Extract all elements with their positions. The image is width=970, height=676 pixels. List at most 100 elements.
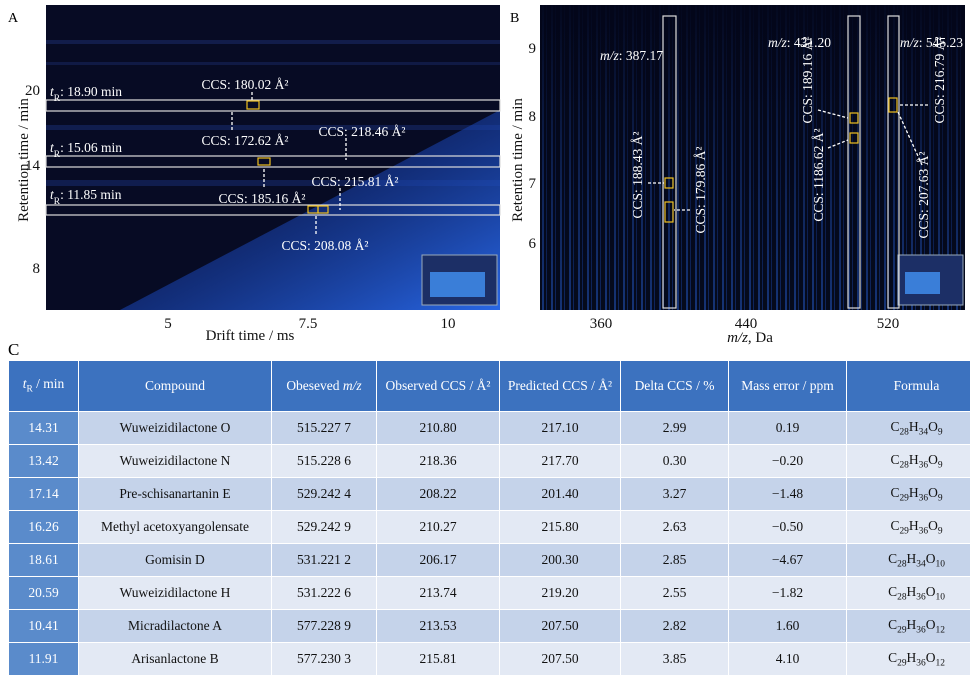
table-cell: 529.242 4 [272, 478, 377, 511]
y-tick-label: 20 [25, 83, 40, 99]
ccs-label: CCS: 1186.62 Å² [811, 128, 826, 221]
header-cell: Observed CCS / Å² [377, 361, 500, 412]
table-cell: 207.50 [500, 610, 621, 643]
text-segment: C [888, 584, 897, 599]
panel-label: C [8, 340, 19, 360]
table-cell: 2.82 [621, 610, 729, 643]
table-cell: 577.228 9 [272, 610, 377, 643]
table-cell: Arisanlactone B [79, 643, 272, 676]
x-tick-label: 5 [164, 316, 172, 332]
table-cell: 206.17 [377, 544, 500, 577]
table-cell: 210.80 [377, 412, 500, 445]
ccs-label: CCS: 188.43 Å² [630, 132, 645, 219]
ccs-label: CCS: 185.16 Å² [219, 191, 306, 206]
text-segment: m/z [727, 330, 748, 345]
table-cell: 529.242 9 [272, 511, 377, 544]
text-segment: O [926, 650, 936, 665]
y-tick-label: 8 [33, 261, 41, 277]
header-cell: tR / min [9, 361, 79, 412]
table-cell: 4.10 [729, 643, 847, 676]
text-segment: H [907, 584, 917, 599]
table-cell: 219.20 [500, 577, 621, 610]
text-segment: m/z [600, 48, 620, 63]
table-cell: Pre-schisanartanin E [79, 478, 272, 511]
header-cell: Predicted CCS / Å² [500, 361, 621, 412]
text-segment: C [888, 650, 897, 665]
text-segment: O [928, 485, 938, 500]
table-cell: 201.40 [500, 478, 621, 511]
text-segment: 28 [897, 559, 906, 569]
header-cell: Formula [847, 361, 970, 412]
ccs-label: CCS: 189.16 Å² [800, 37, 815, 124]
x-tick-label: 520 [877, 316, 900, 332]
table-cell: 2.85 [621, 544, 729, 577]
table-cell: 2.63 [621, 511, 729, 544]
table-cell: 217.10 [500, 412, 621, 445]
table-cell: 16.26 [9, 511, 79, 544]
text-segment: H [909, 518, 919, 533]
text-segment: H [909, 452, 919, 467]
text-segment: 10 [935, 559, 944, 569]
x-axis-label: Drift time / ms [206, 328, 295, 344]
ccs-label: CCS: 180.02 Å² [202, 77, 289, 92]
table-cell: 3.27 [621, 478, 729, 511]
text-segment: H [907, 650, 917, 665]
table-cell: C28H34O10 [847, 544, 970, 577]
table-cell: 210.27 [377, 511, 500, 544]
table-cell: Methyl acetoxyangolensate [79, 511, 272, 544]
text-segment: m/z [343, 378, 362, 393]
ccs-label: CCS: 208.08 Å² [282, 238, 369, 253]
mz-label: m/z: 387.17 [600, 48, 663, 63]
ccs-label: CCS: 218.46 Å² [319, 124, 406, 139]
header-cell: Obeseved m/z [272, 361, 377, 412]
table-cell: Gomisin D [79, 544, 272, 577]
table-cell: C29H36O9 [847, 478, 970, 511]
text-segment: 28 [897, 592, 906, 602]
text-segment: 28 [899, 460, 908, 470]
text-segment: 36 [916, 625, 925, 635]
table-cell: 11.91 [9, 643, 79, 676]
text-segment: 9 [938, 460, 943, 470]
text-segment: 29 [897, 625, 906, 635]
text-segment: Obeseved [286, 378, 343, 393]
text-segment: O [926, 584, 936, 599]
y-tick-label: 8 [529, 109, 537, 125]
x-tick-label: 7.5 [299, 316, 318, 332]
header-cell: Delta CCS / % [621, 361, 729, 412]
y-tick-label: 9 [529, 41, 537, 57]
table-cell: 18.61 [9, 544, 79, 577]
text-segment: H [907, 551, 917, 566]
text-segment: C [888, 551, 897, 566]
table-cell: 2.55 [621, 577, 729, 610]
y-tick-label: 7 [529, 176, 537, 192]
table-cell: 218.36 [377, 445, 500, 478]
text-segment: C [888, 617, 897, 632]
text-segment: O [926, 551, 936, 566]
x-tick-label: 440 [735, 316, 758, 332]
text-segment: 36 [919, 460, 928, 470]
x-axis-label: m/z, Da [727, 330, 773, 345]
text-segment: H [907, 617, 917, 632]
table-cell: C28H34O9 [847, 412, 970, 445]
text-segment: 36 [916, 658, 925, 668]
text-segment: / min [33, 376, 65, 391]
table-cell: 213.53 [377, 610, 500, 643]
text-segment: : 11.85 min [60, 187, 122, 202]
table-cell: 207.50 [500, 643, 621, 676]
table-cell: 515.227 7 [272, 412, 377, 445]
text-segment: 36 [919, 493, 928, 503]
ccs-label: CCS: 215.81 Å² [312, 174, 399, 189]
text-segment: O [928, 518, 938, 533]
x-tick-label: 360 [590, 316, 613, 332]
table-cell: 20.59 [9, 577, 79, 610]
table-cell: Wuweizidilactone N [79, 445, 272, 478]
table-cell: 215.81 [377, 643, 500, 676]
ccs-label: CCS: 207.63 Å² [916, 152, 931, 239]
text-segment: 9 [938, 427, 943, 437]
